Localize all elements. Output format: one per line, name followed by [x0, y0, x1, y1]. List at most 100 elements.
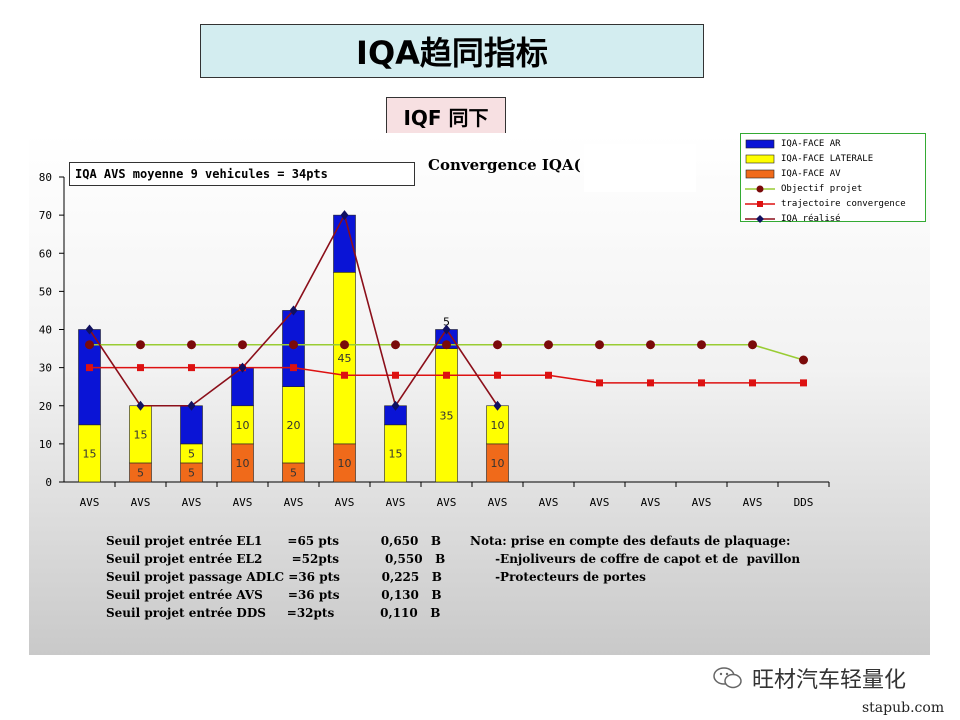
trajectoire-point: [290, 364, 297, 372]
realise-point: [85, 324, 94, 335]
objectif-point: [493, 340, 502, 350]
data-label: 45: [338, 352, 352, 365]
x-tick-label: AVS: [182, 496, 202, 509]
trajectoire-point: [86, 364, 93, 372]
legend-swatch: [745, 184, 775, 194]
x-tick-label: AVS: [80, 496, 100, 509]
legend-swatch: [745, 214, 775, 224]
nota-line: Nota: prise en compte des defauts de pla…: [470, 534, 791, 548]
objectif-point: [340, 340, 349, 350]
objectif-point: [442, 340, 451, 350]
trajectoire-point: [341, 371, 348, 379]
y-tick-label: 30: [39, 362, 52, 375]
x-tick-label: DDS: [794, 496, 814, 509]
trajectoire-point: [749, 379, 756, 387]
x-tick-label: AVS: [641, 496, 661, 509]
nota-line: -Protecteurs de portes: [470, 570, 646, 584]
x-tick-label: AVS: [335, 496, 355, 509]
x-tick-label: AVS: [743, 496, 763, 509]
legend-item: IQA réalisé: [745, 211, 925, 226]
x-tick-label: AVS: [386, 496, 406, 509]
nota-notes: Nota: prise en compte des defauts de pla…: [470, 532, 800, 586]
trajectoire-point: [545, 371, 552, 379]
objectif-point: [544, 340, 553, 350]
data-label: 5: [290, 466, 297, 479]
data-label: 15: [389, 447, 403, 460]
y-tick-label: 60: [39, 247, 52, 260]
legend-item: IQA-FACE LATERALE: [745, 151, 925, 166]
threshold-line: Seuil projet entrée EL1 =65 pts 0,650 B: [106, 534, 442, 548]
x-tick-label: AVS: [437, 496, 457, 509]
data-label: 10: [491, 457, 505, 470]
x-tick-label: AVS: [233, 496, 253, 509]
legend-label: IQA-FACE AV: [781, 168, 841, 179]
objectif-point: [799, 355, 808, 365]
threshold-line: Seuil projet entrée DDS =32pts 0,110 B: [106, 606, 441, 620]
legend-item: trajectoire convergence: [745, 196, 925, 211]
y-tick-label: 40: [39, 324, 52, 337]
trajectoire-point: [188, 364, 195, 372]
realise-point: [289, 305, 298, 316]
objectif-point: [136, 340, 145, 350]
threshold-line: Seuil projet entrée EL2 =52pts 0,550 B: [106, 552, 446, 566]
trajectoire-point: [494, 371, 501, 379]
data-label: 5: [443, 316, 450, 329]
realise-point: [442, 324, 451, 335]
data-label: 35: [440, 409, 454, 422]
wechat-icon: [713, 667, 742, 689]
legend-label: trajectoire convergence: [781, 198, 906, 209]
site-url: stapub.com: [862, 700, 945, 716]
x-tick-label: AVS: [539, 496, 559, 509]
average-annotation: IQA AVS moyenne 9 vehicules = 34pts: [69, 162, 415, 186]
blank-patch: [584, 144, 696, 192]
data-label: 15: [83, 447, 97, 460]
legend-item: Objectif projet: [745, 181, 925, 196]
legend-swatch: [745, 169, 775, 179]
trajectoire-point: [392, 371, 399, 379]
x-tick-label: AVS: [131, 496, 151, 509]
threshold-line: Seuil projet entrée AVS =36 pts 0,130 B: [106, 588, 442, 602]
realise-point: [340, 210, 349, 221]
x-tick-label: AVS: [590, 496, 610, 509]
legend-item: IQA-FACE AV: [745, 166, 925, 181]
chart-legend: IQA-FACE AR IQA-FACE LATERALE IQA-FACE AV O…: [740, 133, 926, 224]
legend-swatch: [745, 199, 775, 209]
legend-item: IQA-FACE AR: [745, 136, 925, 151]
data-label: 10: [236, 419, 250, 432]
trajectoire-point: [800, 379, 807, 387]
nota-line: -Enjoliveurs de coffre de capot et de pa…: [470, 552, 801, 566]
legend-label: Objectif projet: [781, 183, 863, 194]
data-label: 20: [287, 419, 301, 432]
y-tick-label: 10: [39, 438, 52, 451]
objectif-point: [646, 340, 655, 350]
data-label: 5: [188, 466, 195, 479]
trajectoire-point: [596, 379, 603, 387]
threshold-line: Seuil projet passage ADLC =36 pts 0,225 …: [106, 570, 442, 584]
objectif-point: [238, 340, 247, 350]
objectif-point: [595, 340, 604, 350]
x-tick-label: AVS: [284, 496, 304, 509]
trajectoire-point: [698, 379, 705, 387]
legend-swatch: [745, 154, 775, 164]
y-tick-label: 50: [39, 285, 52, 298]
y-tick-label: 80: [39, 171, 52, 184]
legend-label: IQA-FACE LATERALE: [781, 153, 874, 164]
realise-point: [493, 400, 502, 411]
legend-label: IQA-FACE AR: [781, 138, 841, 149]
bar-segment: [180, 405, 203, 445]
data-label: 15: [134, 428, 148, 441]
realise-point: [391, 400, 400, 411]
data-label: 5: [137, 466, 144, 479]
data-label: 10: [338, 457, 352, 470]
realise-point: [187, 400, 196, 411]
objectif-point: [391, 340, 400, 350]
threshold-notes: Seuil projet entrée EL1 =65 pts 0,650 B S…: [106, 532, 445, 622]
trajectoire-point: [647, 379, 654, 387]
y-tick-label: 20: [39, 400, 52, 413]
trajectoire-point: [443, 371, 450, 379]
objectif-point: [289, 340, 298, 350]
data-label: 5: [188, 447, 195, 460]
x-tick-label: AVS: [692, 496, 712, 509]
objectif-point: [697, 340, 706, 350]
